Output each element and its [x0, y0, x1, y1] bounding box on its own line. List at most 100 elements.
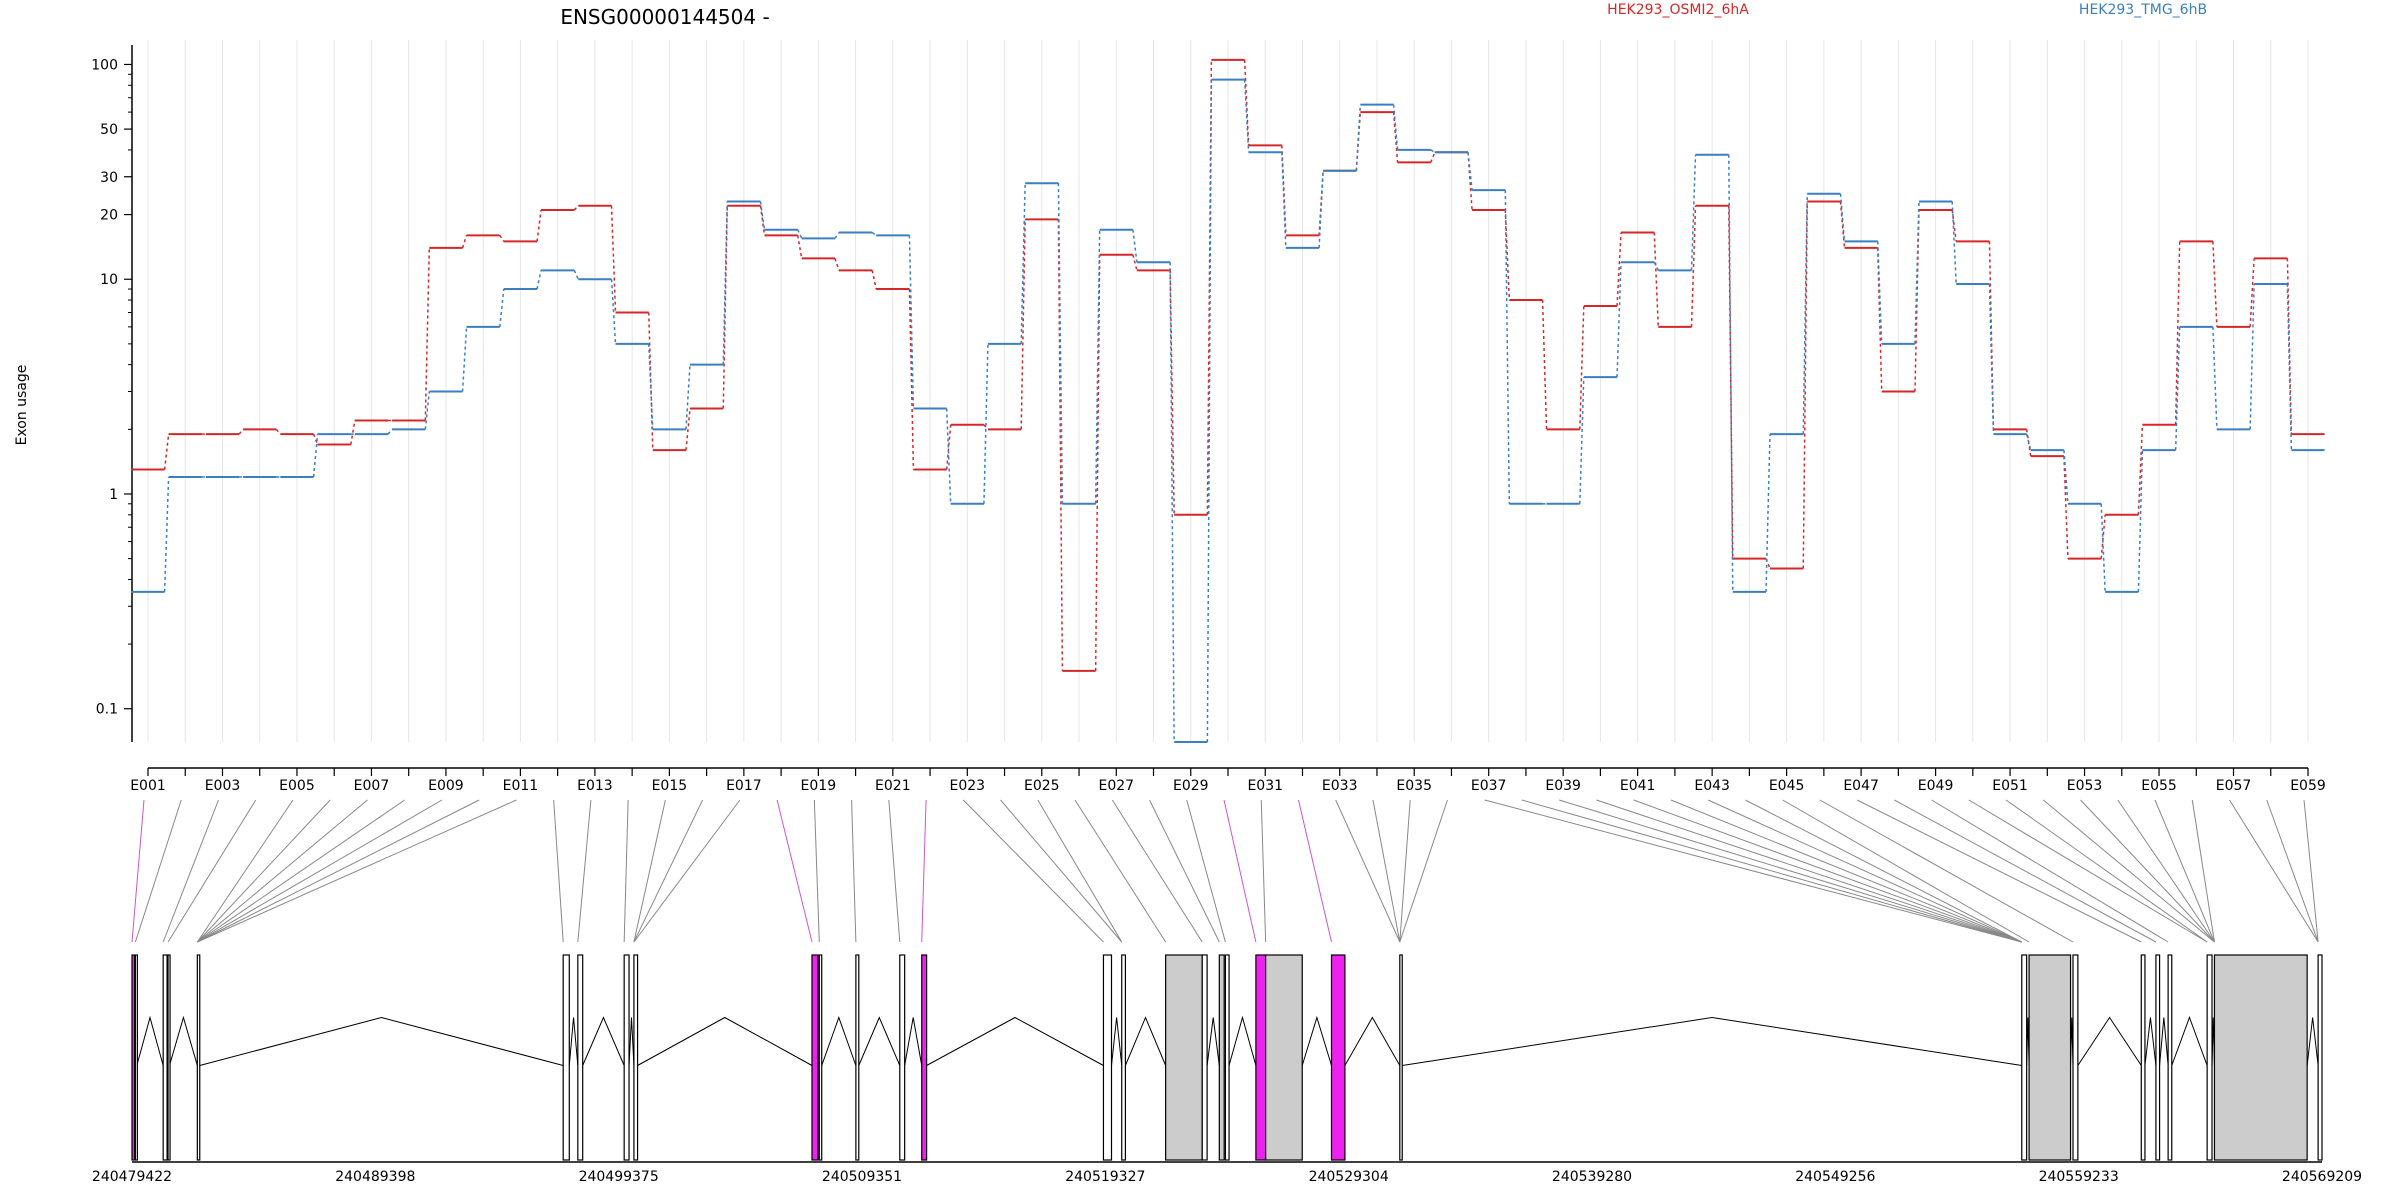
data-connector: [1504, 190, 1511, 504]
data-connector: [1876, 241, 1883, 344]
data-connector: [2025, 433, 2032, 451]
exon-block: [1201, 954, 1208, 1161]
genomic-tick-label: 240569209: [2282, 1169, 2362, 1185]
data-connector: [2100, 514, 2106, 559]
exon-connector: [1000, 799, 1123, 943]
intron: [628, 1017, 635, 1066]
y-tick-label: 1: [109, 487, 118, 503]
genomic-tick-label: 240529304: [1309, 1169, 1389, 1185]
data-connector: [1355, 104, 1362, 171]
data-connector: [275, 428, 281, 435]
exon-connector: [2154, 799, 2215, 943]
exon-connector: [1559, 799, 2022, 943]
y-tick-label: 100: [91, 57, 118, 73]
exon-block: [1265, 954, 1303, 1161]
intron: [1206, 1017, 1220, 1066]
intron: [904, 1017, 923, 1066]
genomic-tick-label: 240489398: [335, 1169, 415, 1185]
exon-connector: [553, 799, 564, 943]
exon-connector: [1372, 799, 1401, 943]
y-tick-label: 50: [100, 122, 118, 138]
y-tick-label: 10: [100, 272, 118, 288]
data-connector: [1728, 154, 1734, 592]
exon-connector: [1931, 799, 2169, 943]
exon-connector: [1968, 799, 2208, 943]
data-connector: [2100, 503, 2106, 592]
data-connector: [2212, 241, 2218, 327]
data-connector: [461, 326, 468, 392]
exon-connector: [1260, 799, 1267, 943]
intron: [199, 1016, 564, 1066]
exon-connector: [1484, 799, 2022, 943]
exon-block: [1121, 954, 1126, 1161]
exon-connector: [131, 799, 145, 943]
data-connector: [1988, 283, 1995, 435]
data-connector: [685, 364, 691, 430]
exon-tick-label: E057: [2216, 778, 2252, 794]
exon-connector: [2042, 799, 2215, 943]
data-connector: [499, 234, 505, 242]
data-connector: [1243, 79, 1250, 153]
data-connector: [350, 420, 356, 445]
data-connector: [796, 235, 803, 259]
data-connector: [2286, 283, 2293, 451]
exon-block: [167, 954, 171, 1161]
data-connector: [1802, 193, 1808, 435]
exon-tick-label: E007: [354, 778, 390, 794]
data-connector: [536, 209, 542, 242]
intron: [136, 1015, 164, 1066]
exon-connector: [633, 799, 666, 943]
data-connector: [759, 201, 766, 230]
exon-connector: [813, 799, 820, 943]
data-connector: [2063, 456, 2069, 559]
exon-connector: [196, 799, 331, 943]
data-connector: [1392, 104, 1399, 150]
data-connector: [1430, 149, 1436, 153]
intron: [582, 1016, 625, 1066]
exon-tick-label: E029: [1173, 778, 1209, 794]
exon-connector: [1399, 799, 1411, 943]
exon-block: [1330, 954, 1346, 1161]
data-connector: [2063, 450, 2069, 504]
exon-connector: [2303, 799, 2319, 943]
intron: [1110, 1017, 1123, 1066]
legend-series-0: HEK293_OSMI2_6hA: [1607, 2, 1749, 18]
exon-connector: [162, 799, 219, 943]
data-connector: [1914, 201, 1920, 344]
exon-connector: [851, 799, 857, 943]
data-connector: [2174, 326, 2181, 451]
exon-block: [2167, 954, 2173, 1161]
intron: [858, 1016, 901, 1066]
exon-tick-label: E021: [875, 778, 911, 794]
exon-tick-label: E023: [950, 778, 986, 794]
data-connector: [610, 279, 617, 344]
exon-connector: [1335, 799, 1401, 943]
exon-connector: [1223, 799, 1257, 943]
exon-connector: [1596, 799, 2022, 943]
exon-connector: [1782, 799, 2030, 943]
genomic-tick-label: 240509351: [822, 1169, 902, 1185]
exon-tick-label: E015: [652, 778, 688, 794]
exon-connector: [776, 799, 813, 943]
data-connector: [1169, 262, 1175, 743]
exon-connector: [197, 799, 517, 943]
exon-tick-label: E045: [1769, 778, 1805, 794]
intron: [2144, 1017, 2157, 1066]
data-connector: [1616, 232, 1622, 307]
data-connector: [312, 434, 319, 478]
data-connector: [1094, 229, 1101, 504]
exon-block: [1102, 954, 1113, 1161]
exon-connector: [1399, 799, 1448, 943]
intron: [637, 1016, 813, 1066]
data-connector: [163, 434, 170, 470]
data-connector: [685, 408, 691, 451]
intron: [2077, 1016, 2142, 1066]
exon-connector: [2080, 799, 2215, 943]
genomic-tick-label: 240559233: [2039, 1169, 2119, 1185]
data-connector: [1467, 152, 1473, 211]
exon-connector: [1111, 799, 1203, 943]
data-connector: [1951, 209, 1957, 242]
data-connector: [1728, 205, 1734, 559]
data-connector: [1281, 152, 1287, 248]
exon-tick-label: E049: [1918, 778, 1954, 794]
